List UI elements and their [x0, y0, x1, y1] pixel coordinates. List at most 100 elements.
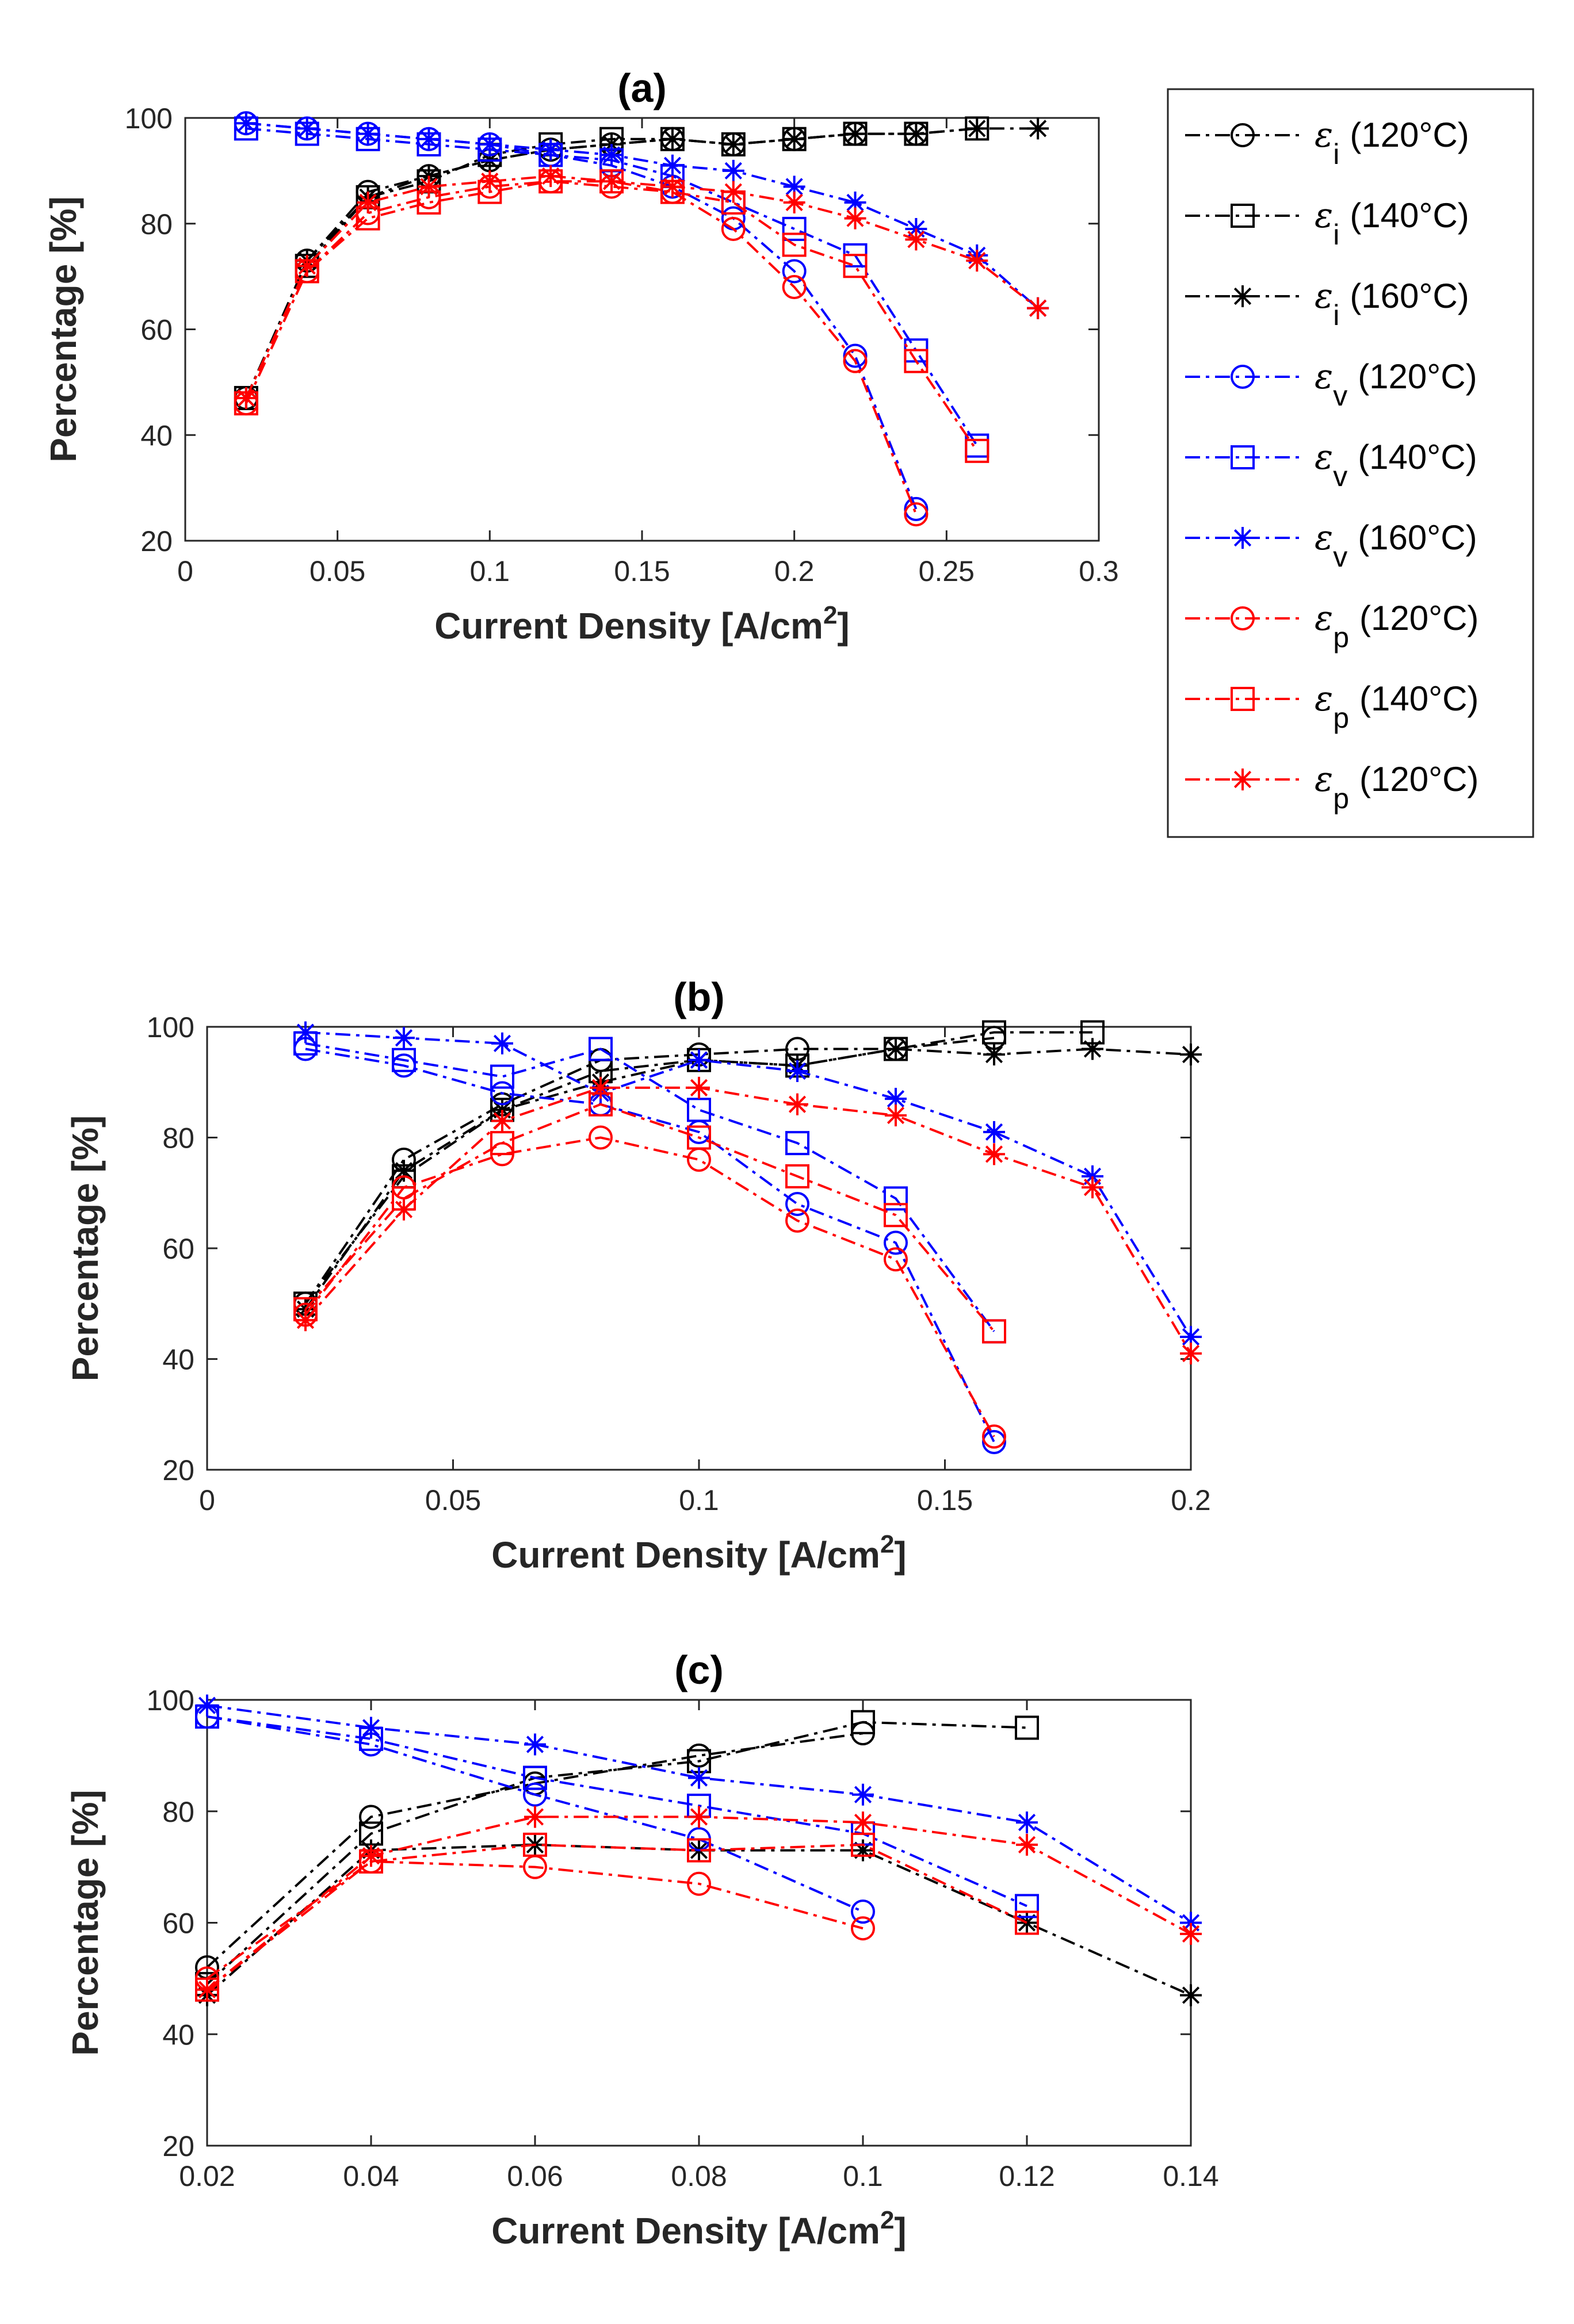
- data-point: [491, 1032, 513, 1054]
- data-point: [491, 1110, 513, 1132]
- data-point: [783, 175, 805, 198]
- legend-entry: εi (160°C): [1185, 276, 1469, 331]
- data-point: [688, 1076, 710, 1099]
- data-point: [852, 1783, 874, 1806]
- data-point: [785, 1208, 809, 1233]
- data-point: [904, 502, 929, 527]
- y-axis-label: Percentage [%]: [64, 1790, 106, 2055]
- legend-label: εp (120°C): [1315, 759, 1479, 815]
- legend-box: [1167, 88, 1534, 838]
- data-point: [589, 1125, 613, 1150]
- data-point: [1015, 1894, 1039, 1918]
- data-point: [523, 1765, 547, 1790]
- data-point: [1015, 1910, 1039, 1935]
- data-point: [785, 1192, 809, 1216]
- data-point: [479, 133, 501, 155]
- x-tick-label: 0.2: [1171, 1484, 1211, 1516]
- data-point: [359, 1805, 383, 1829]
- legend-entry: εi (120°C): [1185, 115, 1469, 170]
- data-point: [601, 170, 623, 193]
- data-point: [884, 1247, 908, 1272]
- legend-label: εv (160°C): [1315, 518, 1477, 573]
- data-point: [983, 1043, 1005, 1066]
- data-point: [852, 1839, 874, 1862]
- data-point: [479, 170, 501, 193]
- data-point: [785, 1131, 809, 1156]
- data-point: [295, 1309, 316, 1332]
- data-point: [360, 1717, 382, 1739]
- axes-box: [206, 1026, 1192, 1471]
- series-line: [245, 175, 1039, 399]
- series: [235, 165, 1049, 409]
- data-point: [1016, 1912, 1038, 1934]
- y-tick-label: 80: [140, 208, 173, 240]
- x-tick-label: 0: [199, 1484, 215, 1516]
- data-point: [490, 1081, 514, 1106]
- data-point: [844, 207, 866, 230]
- series-line: [304, 1136, 995, 1438]
- panel-b: 0 0.05 0.1 0.15 0.2 20 40 60 80 100 (b) Current Den…: [64, 974, 1211, 1576]
- data-point: [905, 123, 927, 145]
- x-tick-label: 0.3: [1079, 555, 1119, 587]
- data-point: [491, 1099, 513, 1121]
- y-tick-label: 20: [162, 2130, 194, 2162]
- series-line: [207, 1715, 864, 1913]
- legend-entry: εv (160°C): [1185, 518, 1477, 573]
- data-point: [196, 1694, 218, 1717]
- panel-a: 0 0.05 0.1 0.15 0.2 0.25 0.3 20 40 60 80 100 (a) Curr…: [43, 66, 1119, 647]
- y-tick-label: 20: [162, 1454, 194, 1486]
- x-tick-label: 0.1: [679, 1484, 719, 1516]
- legend-entry: εv (120°C): [1185, 357, 1477, 412]
- data-point: [601, 144, 623, 166]
- data-point: [295, 1021, 316, 1043]
- x-tick-label: 0.2: [774, 555, 815, 587]
- data-point: [966, 117, 988, 140]
- data-point: [1180, 1912, 1202, 1934]
- data-point: [687, 1125, 711, 1150]
- x-tick-label: 0.05: [310, 555, 365, 587]
- x-tick-label: 0.02: [179, 2160, 235, 2192]
- y-tick-label: 100: [147, 1011, 194, 1043]
- data-point: [1180, 1043, 1202, 1066]
- data-point: [393, 1198, 415, 1221]
- x-tick-label: 0.1: [470, 555, 510, 587]
- data-point: [392, 1048, 416, 1072]
- legend-marker: [1232, 285, 1254, 307]
- data-point: [782, 216, 807, 241]
- data-point: [885, 1104, 907, 1126]
- legend-label: εi (120°C): [1315, 115, 1469, 170]
- series: [295, 1021, 1202, 1348]
- legend-marker: [1231, 365, 1255, 389]
- data-point: [687, 1838, 711, 1863]
- data-point: [722, 181, 744, 203]
- axes-box: [184, 117, 1100, 542]
- y-axis-label: Percentage [%]: [64, 1115, 106, 1381]
- data-point: [722, 159, 744, 182]
- series-line: [305, 1048, 995, 1443]
- data-point: [785, 1164, 809, 1188]
- data-point: [843, 349, 868, 373]
- data-point: [296, 117, 318, 140]
- legend-label: εv (140°C): [1315, 437, 1477, 492]
- x-axis-label: Current Density [A/cm2]: [434, 601, 849, 647]
- legend-entry: εp (140°C): [1185, 679, 1479, 734]
- data-point: [1180, 1922, 1202, 1945]
- series-line: [304, 1037, 995, 1305]
- legend-marker: [1232, 769, 1254, 790]
- data-point: [418, 175, 440, 198]
- data-point: [851, 1899, 875, 1924]
- data-point: [524, 1806, 546, 1828]
- data-point: [418, 128, 440, 150]
- data-point: [1082, 1038, 1103, 1060]
- data-point: [687, 1098, 711, 1122]
- data-point: [1180, 1326, 1202, 1348]
- panel-title: (c): [674, 1648, 724, 1692]
- data-point: [783, 128, 805, 150]
- y-tick-label: 20: [140, 525, 173, 557]
- legend-marker: [1231, 204, 1255, 228]
- legend-label: εi (140°C): [1315, 196, 1469, 251]
- data-point: [1180, 1984, 1202, 2006]
- x-tick-label: 0.04: [343, 2160, 399, 2192]
- x-tick-label: 0.08: [671, 2160, 727, 2192]
- series: [195, 1832, 1039, 2002]
